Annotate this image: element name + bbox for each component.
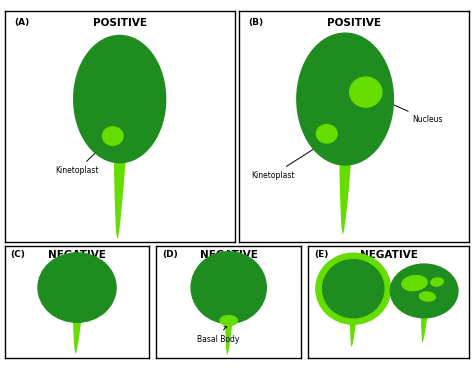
Text: NEGATIVE: NEGATIVE [360,250,418,260]
Text: POSITIVE: POSITIVE [93,18,146,28]
Polygon shape [225,323,232,355]
Text: (B): (B) [248,18,264,27]
Polygon shape [421,318,427,342]
Polygon shape [114,163,126,239]
Ellipse shape [220,316,237,326]
Text: (D): (D) [162,250,178,258]
Text: Basal Body: Basal Body [197,325,239,344]
Ellipse shape [102,127,123,145]
Text: Kinetoplast: Kinetoplast [251,143,323,180]
Ellipse shape [316,125,337,143]
Ellipse shape [191,252,266,323]
Text: Nucleus: Nucleus [374,96,442,124]
Text: (E): (E) [315,250,329,258]
Ellipse shape [38,253,116,322]
Ellipse shape [402,276,427,291]
Text: (A): (A) [14,18,29,27]
Text: POSITIVE: POSITIVE [328,18,381,28]
Ellipse shape [323,260,384,318]
Ellipse shape [350,77,382,107]
Ellipse shape [419,292,435,301]
Text: NEGATIVE: NEGATIVE [48,250,106,260]
Text: NEGATIVE: NEGATIVE [200,250,258,260]
Text: Kinetoplast: Kinetoplast [55,139,110,175]
Text: (C): (C) [10,250,26,258]
Ellipse shape [73,35,165,163]
Polygon shape [339,165,351,234]
Polygon shape [350,318,356,347]
Ellipse shape [297,33,393,165]
Ellipse shape [390,264,458,318]
Ellipse shape [316,253,391,324]
Ellipse shape [431,278,443,286]
Polygon shape [73,322,81,354]
